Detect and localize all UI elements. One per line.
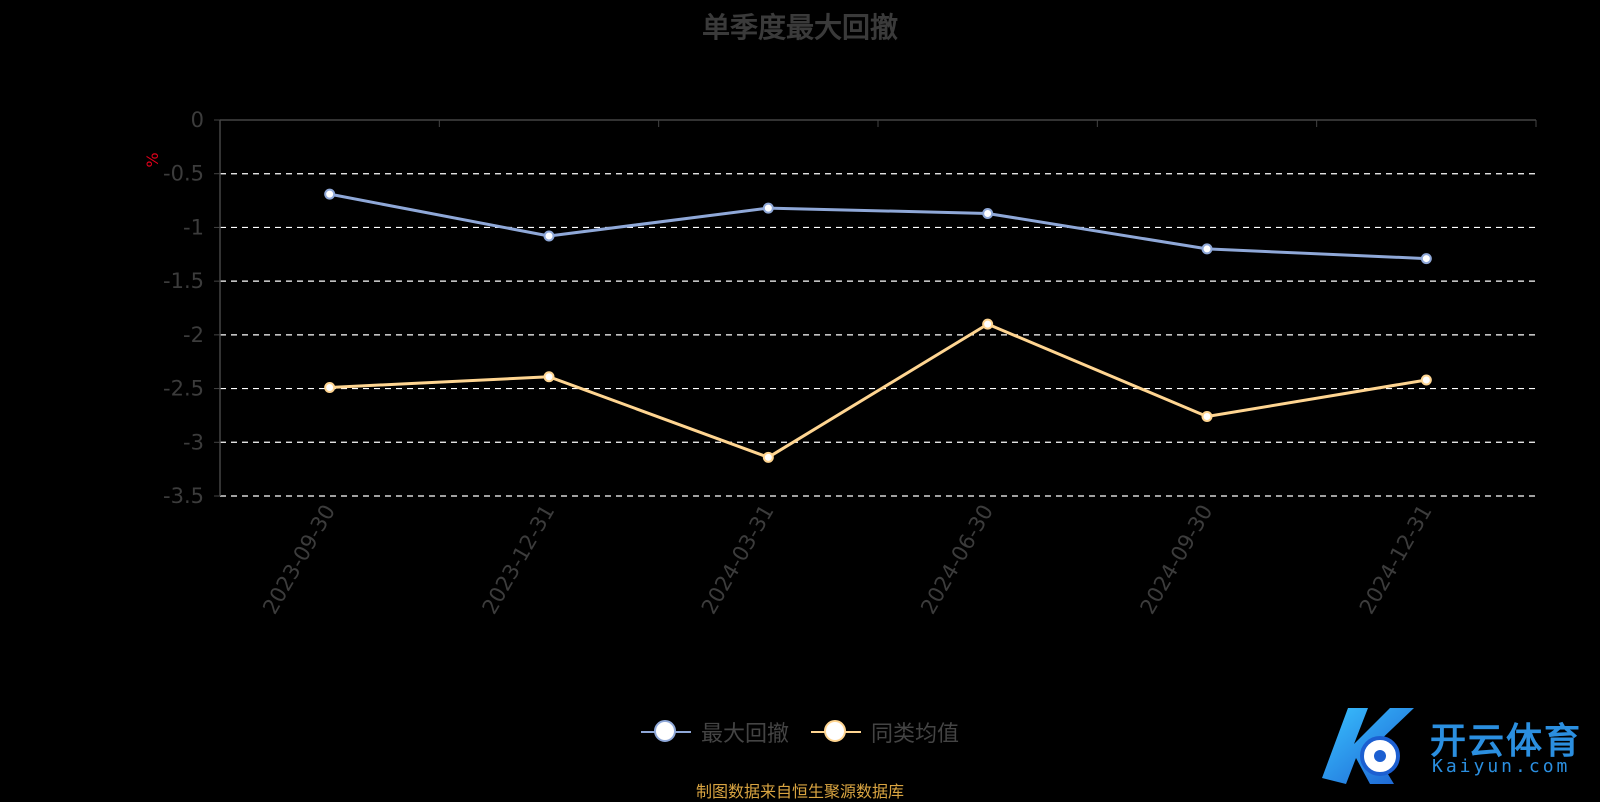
legend-swatch-peer-average <box>811 719 861 745</box>
data-point-1 <box>543 371 555 383</box>
y-tick-label: -2.5 <box>163 377 204 401</box>
chart-legend: 最大回撤 同类均值 <box>0 716 1600 748</box>
y-tick-label: -0.5 <box>163 162 204 186</box>
x-tick-label: 2024-03-31 <box>697 501 779 619</box>
y-tick-label: -3.5 <box>163 484 204 508</box>
legend-item-peer-average[interactable]: 同类均值 <box>811 716 959 748</box>
data-point-1 <box>982 318 994 330</box>
y-tick-label: -1.5 <box>163 269 204 293</box>
x-tick-label: 2023-09-30 <box>258 501 340 619</box>
data-point-0 <box>324 188 336 200</box>
legend-swatch-max-drawdown <box>640 719 691 745</box>
data-point-1 <box>324 381 336 393</box>
legend-item-max-drawdown[interactable]: 最大回撤 <box>640 716 789 748</box>
x-tick-label: 2024-12-31 <box>1355 501 1437 619</box>
watermark-domain: Kaiyun.com <box>1432 756 1571 777</box>
y-tick-label: -3 <box>183 430 204 454</box>
data-point-0 <box>543 230 555 242</box>
x-tick-label: 2024-06-30 <box>916 501 998 619</box>
x-tick-label: 2023-12-31 <box>478 501 560 619</box>
y-tick-label: -1 <box>183 215 204 239</box>
y-tick-label: -2 <box>183 323 204 347</box>
y-axis-unit: % <box>143 152 162 167</box>
data-point-1 <box>762 451 774 463</box>
legend-label-max-drawdown: 最大回撤 <box>700 722 789 747</box>
chart-title: 单季度最大回撤 <box>701 11 898 44</box>
data-point-0 <box>982 207 994 219</box>
y-tick-label: 0 <box>191 108 204 132</box>
brand-logo-icon <box>1322 708 1414 784</box>
series-line-1 <box>329 322 1427 459</box>
data-point-0 <box>1201 243 1213 255</box>
data-point-1 <box>1420 374 1432 386</box>
watermark-brand: 开云体育 <box>1430 721 1583 762</box>
data-point-1 <box>1201 411 1213 423</box>
series-line-0 <box>329 192 1427 261</box>
source-note: 制图数据来自恒生聚源数据库 <box>695 782 904 801</box>
legend-label-peer-average: 同类均值 <box>871 722 960 747</box>
data-point-0 <box>1420 253 1432 265</box>
x-tick-label: 2024-09-30 <box>1136 501 1218 619</box>
data-point-0 <box>762 202 774 214</box>
